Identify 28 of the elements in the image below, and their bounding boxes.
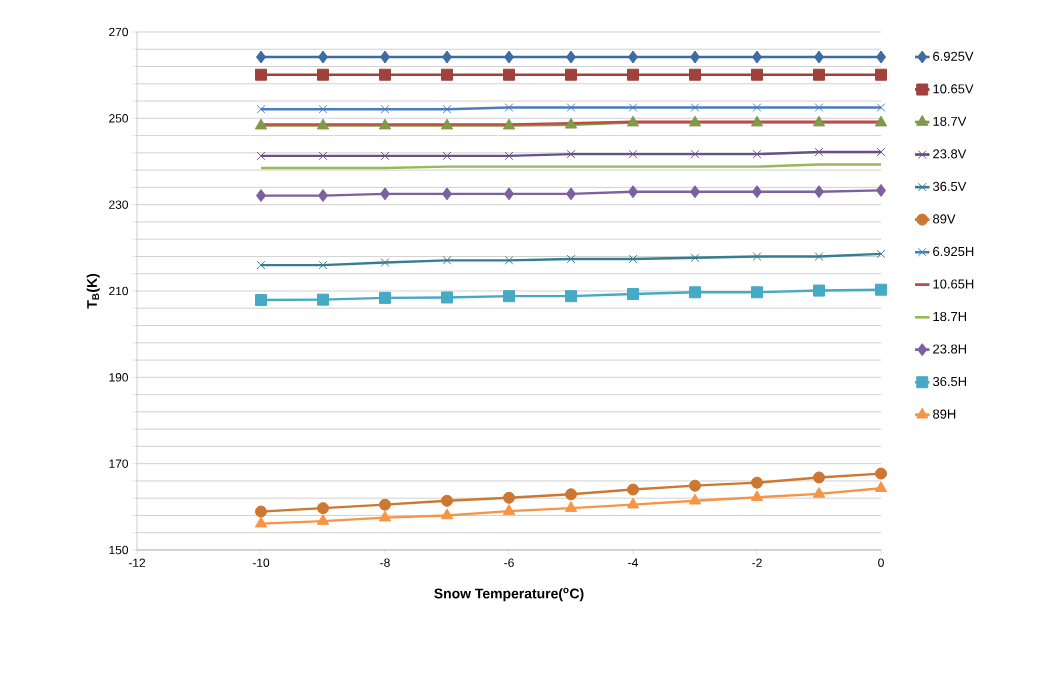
y-tick-label: 270 [109,27,129,37]
x-tick-label: -4 [628,558,638,567]
y-tick-label: 250 [109,114,129,123]
y-tick-label: 150 [109,545,129,555]
y-axis-title: T$_{B}$(K) [86,273,100,309]
x-tick-label: -6 [504,558,514,567]
y-tick-label: 230 [109,200,129,209]
legend-label: 89H [933,409,956,419]
legend-label: 18.7H [933,311,967,322]
x-tick-label: -10 [252,558,270,567]
legend-label: 10.65V [933,84,974,94]
legend-label: 23.8H [933,344,967,354]
legend-label: 18.7V [933,116,967,126]
legend-label: 6.925V [933,51,974,61]
x-tick-label: -2 [752,558,762,567]
legend-label: 23.8V [933,149,967,159]
legend-label: 36.5H [933,376,967,387]
x-tick-label: -12 [128,558,146,567]
x-tick-label: -8 [380,558,390,567]
x-axis-title: Snow Temperature($^{o}$C) [434,587,584,602]
legend-label: 6.925H [933,246,974,257]
y-tick-label: 210 [109,286,129,296]
legend-label: 36.5V [933,181,967,191]
legend-label: 10.65H [933,279,974,289]
legend-label: 89V [933,214,956,224]
y-tick-label: 170 [109,459,129,468]
y-tick-label: 190 [109,373,129,382]
x-tick-label: 0 [878,558,884,567]
